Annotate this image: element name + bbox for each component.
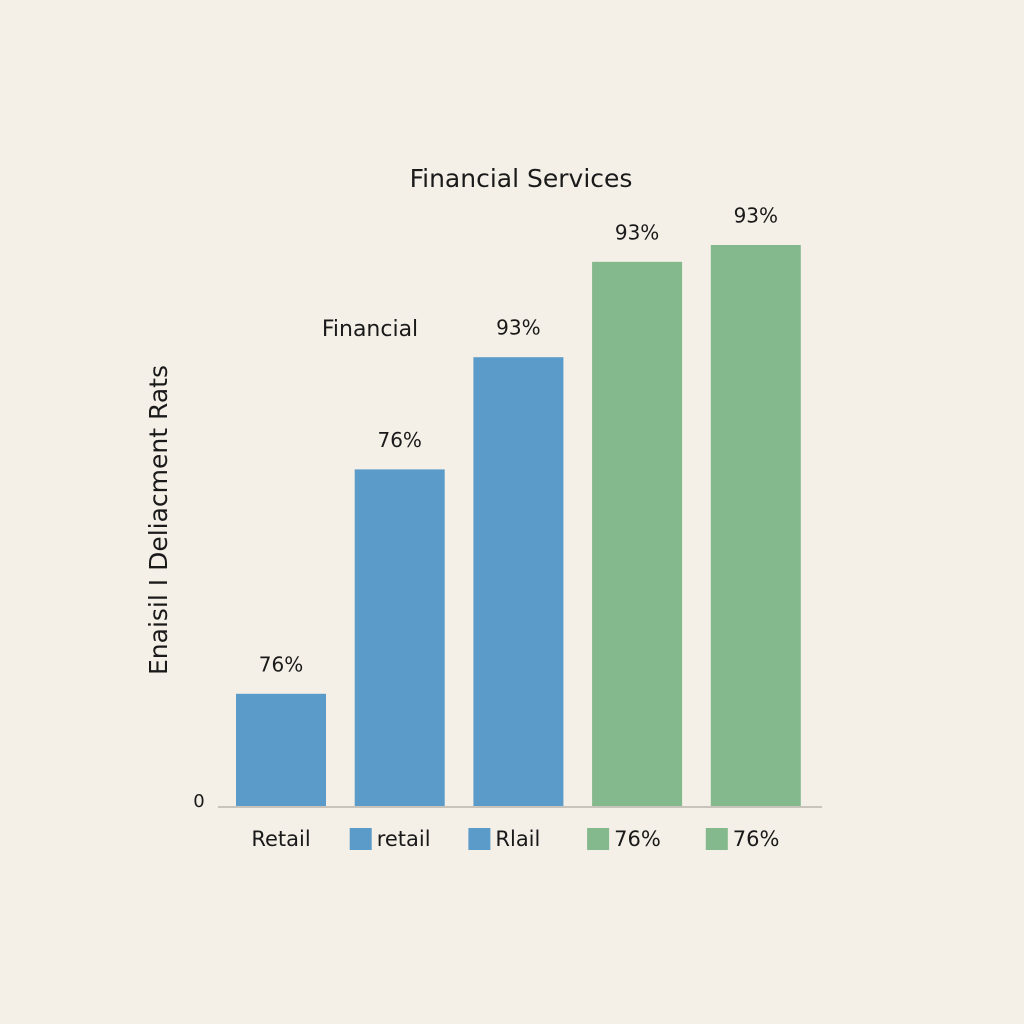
legend-swatch [468,828,491,850]
bar-annotation: 93% [734,204,778,228]
bar-annotation: 76% [377,428,421,452]
y-tick-label: 0 [193,791,204,812]
x-tick-label: retail [377,827,431,851]
bar [354,469,445,806]
bar-annotation: 93% [496,316,540,340]
bar [710,245,801,806]
bar-annotation: 93% [615,220,659,244]
bar-annotation: 76% [259,652,303,676]
x-tick-label: 76% [733,827,780,851]
bar [473,357,564,806]
bar [236,693,326,806]
legend-swatch [349,828,372,850]
x-tick-label: Rlail [495,827,540,851]
x-tick-label: 76% [614,827,661,851]
legend-swatch [587,828,610,850]
legend-swatch [705,828,728,850]
chart-title: Financial Services [410,164,633,193]
x-tick-label: Retail [251,827,310,851]
y-axis-label: Enaisil I Deliacment Rats [144,365,173,675]
bar [592,261,683,807]
annotation: Financial [322,317,418,342]
